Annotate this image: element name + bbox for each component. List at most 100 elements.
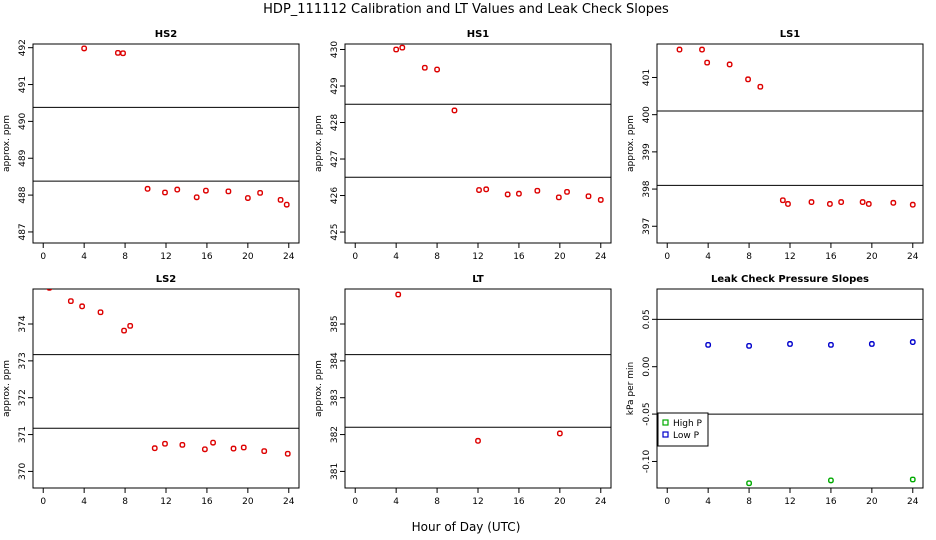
data-point [120, 50, 126, 57]
y-tick-label: 374 [18, 315, 28, 332]
panel-1: HS2 approx. ppm 0 4 8 12 16 20 24 487 488 489 490 491… [2, 29, 300, 262]
data-point [193, 194, 200, 201]
y-tick-label: 429 [330, 77, 340, 94]
plot-frame [344, 288, 612, 489]
data-point [277, 196, 284, 203]
legend-entry: High P [673, 419, 703, 429]
y-tick-label: 488 [18, 186, 28, 203]
x-tick-label: 4 [393, 497, 399, 507]
data-point [726, 61, 733, 68]
x-tick-label: 20 [866, 497, 878, 507]
data-point [240, 444, 247, 451]
data-point [534, 187, 541, 194]
y-tick-label: -0.10 [642, 450, 652, 474]
data-point [504, 191, 511, 198]
x-tick-label: 16 [825, 497, 837, 507]
data-point [787, 341, 793, 347]
x-tick-label: 20 [242, 497, 254, 507]
y-tick-label: 373 [18, 352, 28, 369]
x-tick-label: 0 [40, 252, 46, 262]
legend-marker [662, 431, 669, 438]
data-point [115, 49, 121, 56]
data-point [261, 448, 268, 455]
plot-frame [32, 288, 300, 489]
y-axis-label: approx. ppm [314, 360, 324, 417]
x-tick-label: 16 [513, 497, 525, 507]
x-tick-label: 20 [554, 252, 566, 262]
x-tick-label: 0 [352, 252, 358, 262]
x-tick-label: 12 [160, 497, 171, 507]
y-tick-label: 385 [330, 315, 340, 332]
data-point [838, 199, 845, 205]
y-tick-label: 397 [642, 218, 652, 235]
panel-title: HS2 [155, 29, 178, 40]
x-tick-label: 12 [472, 497, 483, 507]
x-tick-label: 20 [242, 252, 254, 262]
data-point [909, 339, 916, 345]
panel-title: LS2 [156, 274, 177, 285]
panel-5: LT approx. ppm 0 4 8 12 16 20 24 381 382 383 384 385 [314, 274, 612, 507]
y-tick-label: 370 [18, 463, 28, 480]
y-tick-label: 383 [330, 389, 340, 406]
x-tick-label: 12 [472, 252, 483, 262]
x-tick-label: 24 [595, 252, 607, 262]
data-point [704, 59, 711, 66]
y-tick-label: -0.05 [642, 402, 652, 425]
data-point [585, 193, 592, 200]
y-tick-label: 372 [18, 389, 28, 406]
data-point [421, 64, 428, 71]
data-point [868, 341, 875, 347]
x-tick-label: 24 [907, 497, 919, 507]
y-tick-label: 400 [642, 106, 652, 123]
x-tick-label: 12 [784, 497, 795, 507]
data-points [46, 289, 291, 457]
y-tick-label: 428 [330, 114, 340, 131]
y-tick-label: 382 [330, 426, 340, 443]
x-tick-label: 8 [434, 252, 440, 262]
data-point [785, 201, 791, 207]
panel-title: Leak Check Pressure Slopes [711, 274, 869, 285]
x-tick-label: 24 [907, 252, 919, 262]
data-point [230, 445, 237, 452]
panel-2: HS1 approx. ppm 0 4 8 12 16 20 24 425 426 427 428 429… [314, 29, 612, 262]
y-tick-label: 427 [330, 150, 340, 167]
data-point [476, 187, 482, 193]
y-tick-label: 398 [642, 180, 652, 197]
data-point [67, 298, 74, 305]
data-point [202, 187, 209, 194]
data-point [162, 440, 168, 447]
x-tick-label: 0 [352, 497, 358, 507]
data-points [393, 44, 604, 203]
data-point [179, 441, 186, 448]
data-point [483, 186, 490, 193]
data-point [284, 450, 291, 457]
y-axis-label: approx. ppm [314, 115, 324, 172]
data-point [257, 189, 264, 196]
y-axis-label: approx. ppm [2, 115, 12, 172]
y-tick-label: 491 [18, 76, 28, 93]
plot-frame [344, 43, 612, 244]
y-axis-label: approx. ppm [626, 115, 636, 172]
data-point [516, 190, 522, 197]
x-tick-label: 4 [81, 497, 87, 507]
data-point [399, 44, 406, 51]
y-tick-label: 0.05 [642, 309, 652, 329]
x-tick-label: 16 [825, 252, 837, 262]
y-tick-label: 490 [18, 113, 28, 130]
y-tick-label: 399 [642, 143, 652, 160]
x-tick-label: 8 [122, 497, 128, 507]
legend-marker [662, 419, 669, 426]
data-point [909, 476, 916, 483]
plot-frame [32, 43, 300, 244]
data-point [890, 199, 897, 206]
data-point [475, 437, 481, 444]
data-point [746, 342, 752, 349]
panel-6: Leak Check Pressure Slopes kPa per min 0 4 8… [626, 274, 924, 507]
data-point [174, 186, 181, 193]
y-tick-label: 489 [18, 149, 28, 166]
data-point [597, 197, 604, 203]
data-point [757, 83, 764, 90]
data-point [46, 289, 53, 291]
